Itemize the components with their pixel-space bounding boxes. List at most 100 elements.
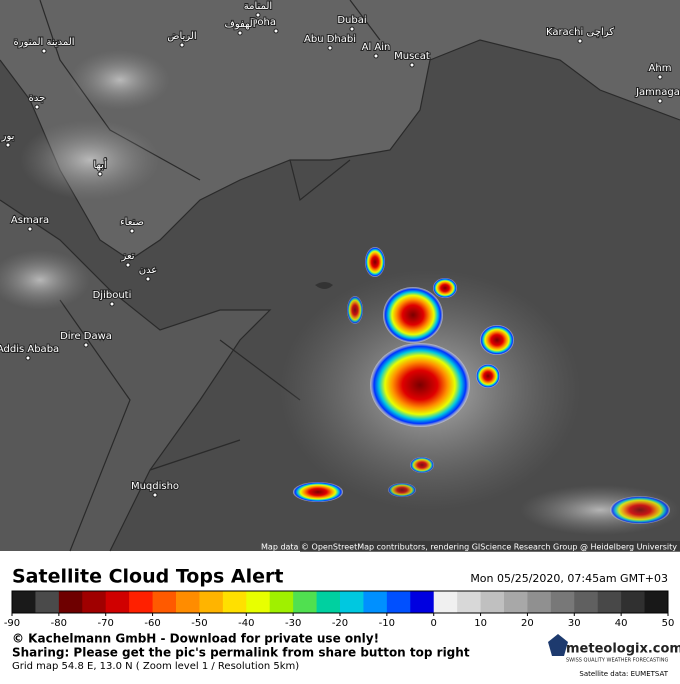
source: Satellite data: EUMETSAT: [579, 670, 668, 678]
city-label: المنامة: [244, 1, 272, 12]
city-label: جدة: [29, 93, 46, 104]
city-dot: [349, 26, 355, 32]
city-label: Addis Ababa: [0, 344, 59, 355]
color-cell: [269, 591, 294, 613]
city-dot: [255, 12, 261, 18]
city-label: Dire Dawa: [60, 331, 112, 342]
color-cell: [129, 591, 154, 613]
city-label: صنعاء: [120, 217, 144, 228]
city-dot: [145, 276, 151, 282]
city-dot: [109, 301, 115, 307]
tick-label: 50: [662, 618, 675, 629]
tick-label: -60: [144, 618, 160, 629]
copyright: © Kachelmann GmbH - Download for private…: [12, 632, 379, 646]
city-label: Djibouti: [93, 290, 132, 301]
color-cell: [480, 591, 505, 613]
color-cell: [527, 591, 552, 613]
color-cell: [176, 591, 200, 613]
city-label: Muscat: [394, 51, 430, 62]
city-dot: [179, 42, 185, 48]
color-cell: [386, 591, 411, 613]
city-dot: [41, 48, 47, 54]
tick-label: -80: [51, 618, 67, 629]
color-cell: [35, 591, 60, 613]
city-label: الرياض: [167, 31, 196, 42]
city-dot: [27, 226, 33, 232]
city-label: الهفوف: [224, 19, 255, 30]
tick-label: -90: [4, 618, 20, 629]
tick-label: 0: [431, 618, 437, 629]
tick-label: -40: [238, 618, 254, 629]
tick-label: 20: [521, 618, 534, 629]
city-label: Dubai: [337, 15, 366, 26]
color-cell: [105, 591, 130, 613]
color-cell: [504, 591, 528, 613]
city-dot: [409, 62, 415, 68]
tick-label: 40: [615, 618, 628, 629]
tick-label: -20: [332, 618, 348, 629]
color-cell: [644, 591, 669, 613]
city-dot: [327, 45, 333, 51]
city-label: بور: [1, 131, 15, 142]
city-label: Asmara: [11, 215, 49, 226]
color-cell: [574, 591, 599, 613]
city-label: Jamnagar: [635, 87, 680, 98]
city-label: عدن: [139, 265, 158, 276]
attribution: Map data © OpenStreetMap contributors, r…: [261, 543, 677, 552]
color-cell: [199, 591, 224, 613]
city-dot: [237, 30, 243, 36]
color-cell: [363, 591, 388, 613]
color-cell: [58, 591, 83, 613]
city-dot: [657, 98, 663, 104]
color-cell: [457, 591, 482, 613]
color-cell: [12, 591, 36, 613]
color-cell: [246, 591, 271, 613]
city-label: المدينة المنورة: [13, 37, 74, 48]
city-dot: [34, 104, 40, 110]
tick-label: 30: [568, 618, 581, 629]
tick-label: -50: [191, 618, 207, 629]
color-cell: [316, 591, 341, 613]
color-cell: [222, 591, 247, 613]
sharing: Sharing: Please get the pic's permalink …: [12, 646, 470, 660]
city-dot: [577, 38, 583, 44]
color-cell: [152, 591, 177, 613]
color-cell: [410, 591, 435, 613]
city-dot: [83, 342, 89, 348]
city-dot: [129, 228, 135, 234]
color-cell: [82, 591, 107, 613]
city-dot: [373, 53, 379, 59]
grid-info: Grid map 54.8 E, 13.0 N ( Zoom level 1 /…: [12, 661, 299, 672]
city-label: Muqdisho: [131, 481, 179, 492]
tick-label: -70: [98, 618, 114, 629]
tick-label: -10: [379, 618, 395, 629]
city-dot: [5, 142, 11, 148]
color-cell: [293, 591, 318, 613]
map: [0, 0, 680, 552]
logo: [548, 634, 568, 656]
tick-label: -30: [285, 618, 301, 629]
city-dot: [97, 171, 103, 177]
city-label: Ahm: [649, 63, 672, 74]
brand: meteologix.com: [566, 642, 680, 657]
city-dot: [152, 492, 158, 498]
city-dot: [25, 355, 31, 361]
color-cell: [550, 591, 575, 613]
city-dot: [125, 262, 131, 268]
city-label: تعز: [120, 251, 134, 262]
city-label: Abu Dhabi: [304, 34, 356, 45]
city-dot: [657, 74, 663, 80]
tick-label: 10: [474, 618, 487, 629]
city-dot: [273, 28, 279, 34]
city-label: Doha: [250, 17, 276, 28]
color-cell: [597, 591, 622, 613]
color-cell: [621, 591, 646, 613]
city-label: Al Ain: [362, 42, 391, 53]
datetime: Mon 05/25/2020, 07:45am GMT+03: [470, 572, 668, 585]
color-cell: [433, 591, 458, 613]
title: Satellite Cloud Tops Alert: [12, 566, 283, 588]
city-label: Karachi كراچی: [546, 27, 614, 38]
city-label: أبها: [93, 158, 106, 171]
